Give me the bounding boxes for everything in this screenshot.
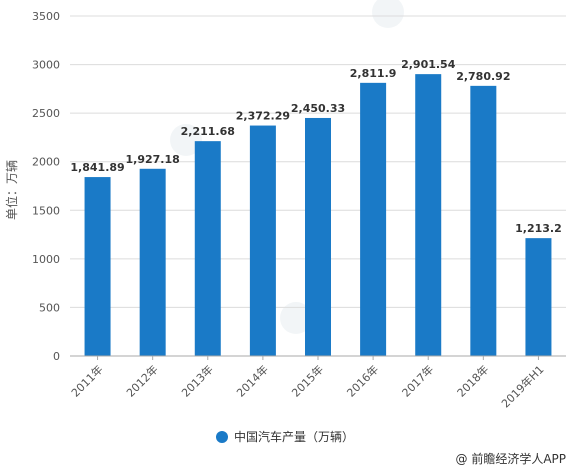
data-label: 2,372.29 (236, 110, 290, 123)
bar (194, 141, 221, 356)
y-tick-label: 500 (39, 301, 60, 314)
source-label: @ 前瞻经济学人APP (456, 451, 567, 466)
bar (415, 74, 442, 357)
x-tick-label: 2012年 (123, 362, 160, 399)
data-label: 2,450.33 (291, 102, 345, 115)
x-tick-label: 2019年H1 (498, 362, 546, 410)
y-tick-label: 2500 (32, 107, 60, 120)
data-label: 2,901.54 (401, 58, 456, 71)
y-tick-label: 3500 (32, 10, 60, 23)
watermark-logo (170, 124, 202, 156)
data-labels: 1,841.891,927.18 2,211.682,372.292,450.33… (70, 58, 561, 235)
bar (470, 85, 497, 356)
bar (525, 238, 552, 356)
data-label: 1,841.89 (70, 161, 124, 174)
bar (360, 82, 387, 357)
x-tick-label: 2013年 (178, 362, 215, 399)
y-axis: 0 500 1000 1500 2000 2500 3000 3500 (32, 10, 60, 363)
x-tick-label: 2011年 (68, 362, 105, 399)
x-tick-label: 2017年 (399, 362, 436, 399)
watermark-layer (170, 0, 404, 334)
bar (249, 125, 276, 356)
bars (84, 74, 552, 357)
x-tick-label: 2015年 (289, 362, 326, 399)
x-axis: 2011年 2012年 2013年 2014年 2015年 2016年 2017年 2018年… (68, 355, 566, 410)
legend-label: 中国汽车产量（万辆） (234, 429, 354, 444)
data-label: 2,811.9 (350, 67, 397, 80)
y-tick-label: 3000 (32, 59, 60, 72)
data-label: 1,213.2 (515, 222, 562, 235)
bar (84, 177, 111, 356)
y-tick-label: 1500 (32, 204, 60, 217)
bar (305, 117, 331, 356)
bar (139, 168, 166, 356)
watermark-logo (372, 0, 404, 28)
legend-swatch (216, 431, 228, 443)
data-label: 2,780.92 (456, 70, 510, 83)
watermark-logo (280, 302, 312, 334)
data-label: 2,211.68 (181, 125, 235, 138)
y-tick-label: 2000 (32, 156, 60, 169)
x-tick-label: 2014年 (234, 362, 271, 399)
data-label: 1,927.18 (126, 153, 180, 166)
y-axis-title: 单位：万辆 (4, 160, 19, 220)
legend: 中国汽车产量（万辆） (216, 429, 354, 444)
x-tick-label: 2016年 (344, 362, 381, 399)
y-tick-label: 0 (53, 350, 60, 363)
x-tick-label: 2018年 (454, 362, 491, 399)
y-tick-label: 1000 (32, 253, 60, 266)
